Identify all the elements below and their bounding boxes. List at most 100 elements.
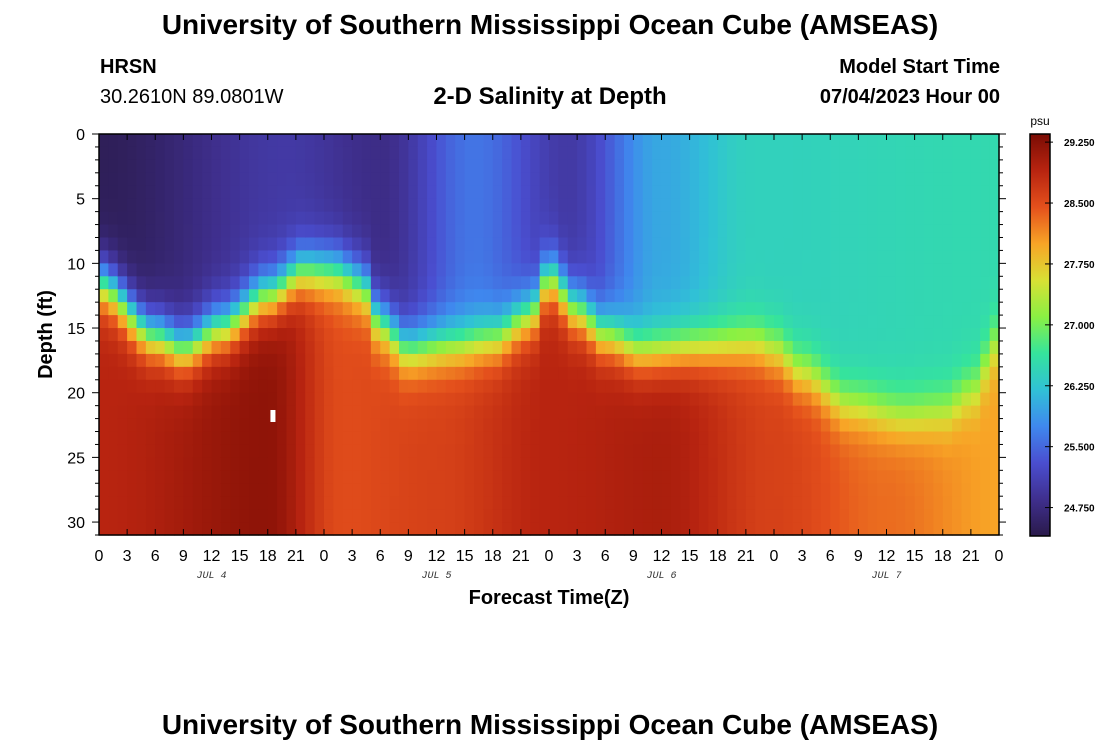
heatmap-cell bbox=[108, 353, 119, 368]
heatmap-cell bbox=[811, 392, 822, 407]
heatmap-cell bbox=[164, 483, 175, 497]
heatmap-cell bbox=[192, 289, 203, 303]
heatmap-cell bbox=[202, 159, 213, 174]
heatmap-cell bbox=[886, 263, 897, 277]
heatmap-cell bbox=[624, 431, 634, 446]
heatmap-cell bbox=[980, 134, 991, 148]
heatmap-cell bbox=[652, 328, 663, 342]
heatmap-cell bbox=[689, 379, 700, 394]
heatmap-cell bbox=[267, 522, 278, 536]
heatmap-cell bbox=[605, 302, 616, 316]
heatmap-cell bbox=[727, 172, 738, 187]
heatmap-cell bbox=[820, 146, 831, 161]
heatmap-cell bbox=[924, 379, 934, 394]
heatmap-cell bbox=[886, 276, 897, 290]
heatmap-cell bbox=[183, 483, 194, 497]
heatmap-cell bbox=[230, 353, 241, 368]
heatmap-cell bbox=[792, 146, 803, 161]
heatmap-cell bbox=[258, 340, 269, 355]
heatmap-cell bbox=[642, 366, 653, 381]
heatmap-cell bbox=[445, 185, 456, 200]
heatmap-cell bbox=[455, 250, 466, 264]
heatmap-cell bbox=[183, 185, 194, 200]
heatmap-cell bbox=[577, 353, 588, 368]
heatmap-cell bbox=[314, 353, 325, 368]
heatmap-cell bbox=[595, 276, 606, 290]
heatmap-cell bbox=[380, 224, 391, 239]
heatmap-cell bbox=[277, 457, 288, 471]
heatmap-cell bbox=[745, 340, 756, 355]
heatmap-cell bbox=[408, 522, 419, 536]
heatmap-cell bbox=[914, 405, 925, 420]
heatmap-cell bbox=[192, 134, 203, 148]
heatmap-cell bbox=[811, 172, 822, 187]
heatmap-cell bbox=[361, 405, 372, 420]
heatmap-cell bbox=[342, 379, 353, 394]
heatmap-cell bbox=[595, 353, 606, 368]
heatmap-cell bbox=[577, 405, 588, 420]
heatmap-cell bbox=[811, 470, 822, 484]
heatmap-cell bbox=[811, 263, 822, 277]
heatmap-cell bbox=[333, 405, 344, 420]
heatmap-cell bbox=[361, 211, 372, 226]
heatmap-cell bbox=[877, 418, 888, 433]
heatmap-cell bbox=[539, 392, 550, 407]
heatmap-cell bbox=[783, 496, 794, 510]
heatmap-cell bbox=[530, 134, 541, 148]
heatmap-cell bbox=[220, 379, 231, 394]
heatmap-cell bbox=[867, 224, 878, 239]
heatmap-cell bbox=[333, 483, 344, 497]
heatmap-cell bbox=[989, 250, 1000, 264]
heatmap-cell bbox=[192, 250, 203, 264]
heatmap-cell bbox=[427, 237, 438, 252]
heatmap-cell bbox=[820, 198, 831, 213]
heatmap-cell bbox=[342, 185, 353, 200]
heatmap-cell bbox=[595, 211, 606, 226]
heatmap-cell bbox=[389, 224, 400, 239]
heatmap-cell bbox=[942, 198, 953, 213]
heatmap-cell bbox=[417, 418, 428, 433]
heatmap-cell bbox=[764, 134, 775, 148]
heatmap-cell bbox=[483, 340, 494, 355]
heatmap-cell bbox=[539, 211, 550, 226]
heatmap-cell bbox=[183, 263, 194, 277]
heatmap-cell bbox=[867, 392, 878, 407]
heatmap-cell bbox=[492, 353, 503, 368]
heatmap-cell bbox=[980, 172, 991, 187]
heatmap-cell bbox=[474, 470, 484, 484]
heatmap-cell bbox=[652, 211, 663, 226]
heatmap-cell bbox=[595, 457, 606, 471]
heatmap-cell bbox=[202, 340, 213, 355]
heatmap-cell bbox=[586, 392, 597, 407]
heatmap-cell bbox=[914, 366, 925, 381]
heatmap-cell bbox=[849, 276, 859, 290]
heatmap-cell bbox=[483, 211, 494, 226]
heatmap-cell bbox=[886, 224, 897, 239]
heatmap-cell bbox=[436, 302, 447, 316]
heatmap-cell bbox=[314, 289, 325, 303]
heatmap-cell bbox=[820, 134, 831, 148]
heatmap-cell bbox=[708, 146, 719, 161]
heatmap-cell bbox=[942, 379, 953, 394]
heatmap-cell bbox=[989, 496, 1000, 510]
heatmap-cell bbox=[455, 289, 466, 303]
heatmap-cell bbox=[520, 444, 531, 458]
heatmap-cell bbox=[595, 470, 606, 484]
heatmap-cell bbox=[399, 457, 409, 471]
heatmap-cell bbox=[295, 211, 306, 226]
heatmap-cell bbox=[370, 250, 381, 264]
heatmap-cell bbox=[970, 185, 981, 200]
heatmap-cell bbox=[586, 134, 597, 148]
heatmap-cell bbox=[324, 159, 334, 174]
heatmap-cell bbox=[249, 237, 259, 252]
heatmap-cell bbox=[839, 496, 850, 510]
heatmap-cell bbox=[764, 211, 775, 226]
heatmap-cell bbox=[530, 211, 541, 226]
heatmap-cell bbox=[520, 159, 531, 174]
heatmap-cell bbox=[127, 302, 138, 316]
x-tick-label: 15 bbox=[906, 548, 924, 565]
heatmap-cell bbox=[295, 379, 306, 394]
heatmap-cell bbox=[380, 353, 391, 368]
heatmap-cell bbox=[727, 418, 738, 433]
heatmap-cell bbox=[699, 353, 709, 368]
